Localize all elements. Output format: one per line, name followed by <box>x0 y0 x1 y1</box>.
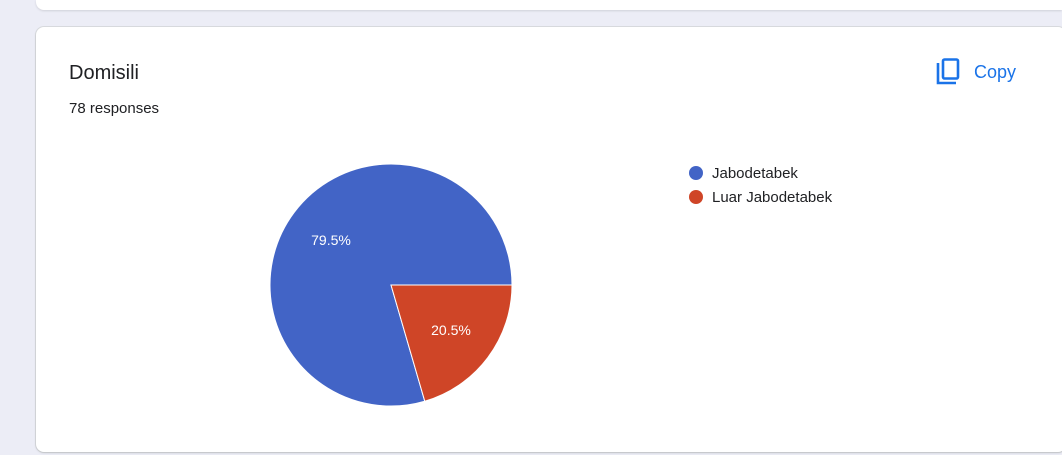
question-title: Domisili <box>69 62 139 84</box>
legend-item-jabodetabek[interactable]: Jabodetabek <box>689 161 832 185</box>
legend-swatch <box>689 166 703 180</box>
legend-label: Luar Jabodetabek <box>712 188 833 206</box>
pie-data-label: 79.5% <box>311 232 351 248</box>
legend-label: Jabodetabek <box>712 164 798 182</box>
previous-card-edge <box>36 0 1062 10</box>
legend-item-luar-jabodetabek[interactable]: Luar Jabodetabek <box>689 185 832 209</box>
pie-slices <box>269 163 513 407</box>
pie-data-label: 20.5% <box>431 322 471 338</box>
pie-slice-luar-jabodetabek[interactable] <box>390 284 513 402</box>
pie-labels: 79.5% 20.5% <box>311 232 471 338</box>
copy-button[interactable]: Copy <box>935 55 1016 89</box>
chart-legend: Jabodetabek Luar Jabodetabek <box>689 161 832 209</box>
question-summary-card: Domisili 78 responses Copy 79.5% 20.5% Ja… <box>36 27 1062 452</box>
pie-chart: 79.5% 20.5% <box>269 163 513 407</box>
copy-label: Copy <box>974 61 1017 82</box>
response-count: 78 responses <box>69 100 160 117</box>
legend-swatch <box>689 190 703 204</box>
copy-icon <box>935 58 961 86</box>
